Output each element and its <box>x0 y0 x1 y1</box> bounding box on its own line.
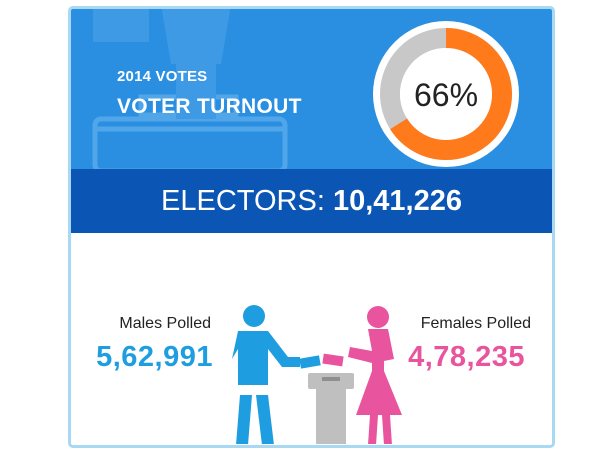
header-panel: 2014 VOTES VOTER TURNOUT 66% <box>71 9 552 169</box>
turnout-donut: 66% <box>373 21 519 167</box>
electors-label: ELECTORS: <box>161 185 325 217</box>
male-voter-icon <box>232 305 300 444</box>
female-voter-icon <box>348 306 402 444</box>
turnout-percent: 66% <box>414 77 478 113</box>
male-ballot-slip <box>299 355 321 369</box>
subtitle: 2014 VOTES <box>117 68 208 85</box>
female-ballot-slip <box>322 353 344 367</box>
females-polled-label: Females Polled <box>420 315 531 332</box>
females-polled-value: 4,78,235 <box>408 341 525 373</box>
electors-band: ELECTORS: 10,41,226 <box>71 169 552 233</box>
turnout-card: 2014 VOTES VOTER TURNOUT 66% ELECTORS: 1… <box>68 6 555 448</box>
voting-scene <box>232 305 402 444</box>
males-polled-value: 5,62,991 <box>96 341 213 373</box>
ballot-box-watermark-icon <box>92 9 288 169</box>
electors-value: 10,41,226 <box>332 185 462 217</box>
ballot-box-icon <box>308 373 354 444</box>
males-polled-label: Males Polled <box>119 315 211 332</box>
page-title: VOTER TURNOUT <box>117 95 302 118</box>
donut-progress-arc <box>380 28 512 160</box>
